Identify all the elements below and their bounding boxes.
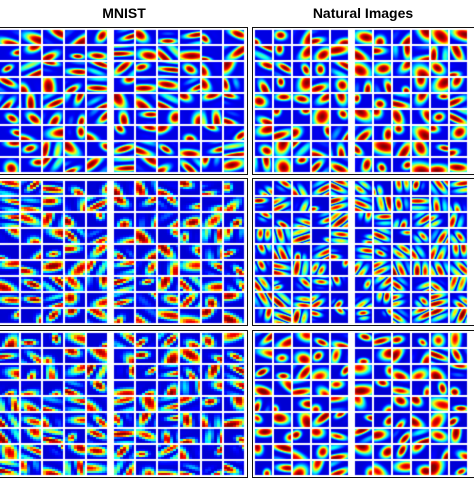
column-header-natural-images: Natural Images bbox=[312, 5, 414, 21]
filter-grid-mnist-row-3 bbox=[0, 331, 247, 477]
filter-grid-natural-row-3 bbox=[253, 331, 474, 477]
panel-natural-row-3 bbox=[252, 330, 474, 478]
panel-mnist-row-3 bbox=[0, 330, 248, 478]
panel-natural-row-1 bbox=[252, 27, 474, 175]
panel-mnist-row-1 bbox=[0, 27, 248, 175]
column-header-mnist: MNIST bbox=[102, 5, 146, 21]
panel-mnist-row-2 bbox=[0, 178, 248, 326]
filter-grid-natural-row-2 bbox=[253, 179, 474, 325]
filter-grid-mnist-row-1 bbox=[0, 28, 247, 174]
filter-grid-mnist-row-2 bbox=[0, 179, 247, 325]
filter-grid-natural-row-1 bbox=[253, 28, 474, 174]
panel-natural-row-2 bbox=[252, 178, 474, 326]
